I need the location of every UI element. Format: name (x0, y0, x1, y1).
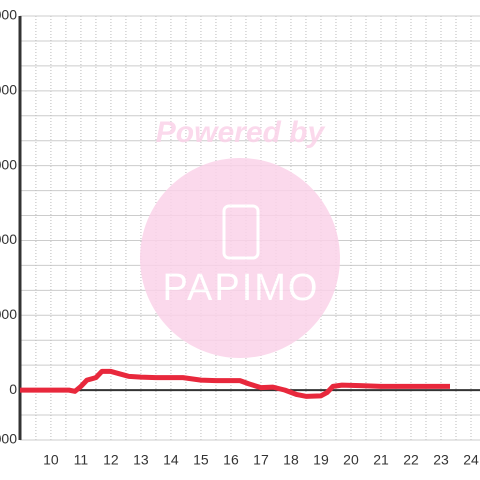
watermark-icon (222, 204, 260, 260)
x-tick-label: 20 (343, 452, 359, 468)
x-tick-label: 19 (313, 452, 329, 468)
y-tick-label: 0 (9, 381, 17, 397)
watermark: Powered by PAPIMO (140, 116, 340, 358)
watermark-text: Powered by (156, 116, 326, 149)
x-tick-label: 18 (283, 452, 299, 468)
x-tick-label: 12 (103, 452, 119, 468)
x-tick-label: 11 (74, 452, 89, 468)
x-tick-label: 21 (373, 452, 389, 468)
y-tick-label: -20,000 (0, 431, 17, 447)
plot: -20,000 0 30,000 60,000 90,000 120,000 150,000… (0, 7, 479, 468)
watermark-logo: PAPIMO (163, 267, 320, 309)
x-tick-label: 24 (463, 452, 479, 468)
x-tick-label: 22 (403, 452, 419, 468)
y-tick-label: 120,000 (0, 82, 17, 98)
y-tick-label: 150,000 (0, 7, 17, 23)
x-tick-label: 10 (43, 452, 59, 468)
x-tick-label: 13 (133, 452, 149, 468)
y-tick-label: 90,000 (0, 156, 17, 172)
x-tick-label: 14 (163, 452, 179, 468)
x-tick-label: 16 (223, 452, 239, 468)
y-tick-label: 60,000 (0, 231, 17, 247)
y-tick-label: 30,000 (0, 306, 17, 322)
data-line (20, 368, 450, 399)
x-tick-label: 15 (193, 452, 209, 468)
x-tick-label: 17 (253, 452, 269, 468)
x-tick-label: 23 (433, 452, 449, 468)
